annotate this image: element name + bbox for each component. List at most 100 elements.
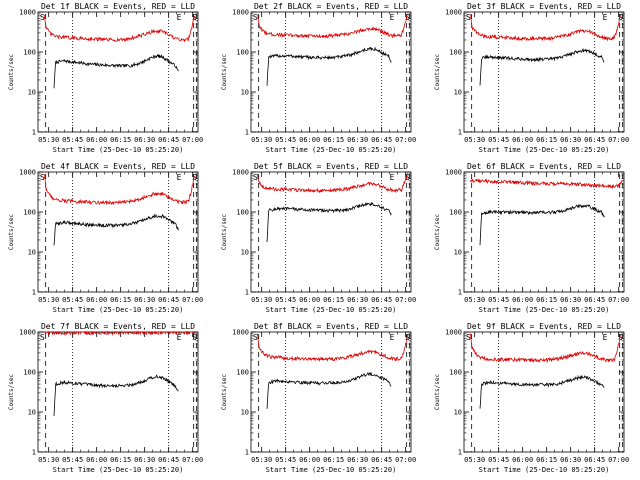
- y-tick-label: 10: [454, 409, 462, 417]
- lld-rate-line: [257, 13, 408, 39]
- events-rate-line: [53, 374, 179, 417]
- panel-title: Det 6f BLACK = Events, RED = LLD: [467, 162, 621, 171]
- events-rate-line: [479, 204, 605, 246]
- plot-frame: [250, 11, 412, 133]
- y-tick-label: 1: [458, 129, 462, 137]
- saa-marker-label: S: [253, 173, 258, 182]
- detector-panel: Det 6f BLACK = Events, RED = LLD Counts/s…: [434, 162, 629, 314]
- panel-title: Det 9f BLACK = Events, RED = LLD: [467, 322, 621, 331]
- x-axis-label: Start Time (25-Dec-10 05:25:20): [266, 306, 397, 314]
- y-tick-label: 1000: [232, 329, 249, 337]
- x-tick-label: 06:00: [86, 296, 107, 304]
- x-tick-label: 05:30: [38, 456, 59, 464]
- x-axis-label: Start Time (25-Dec-10 05:25:20): [479, 306, 610, 314]
- x-tick-label: 05:45: [62, 296, 83, 304]
- x-tick-label: 07:00: [182, 456, 203, 464]
- y-tick-label: 1: [458, 449, 462, 457]
- x-tick-label: 06:00: [299, 456, 320, 464]
- x-tick-label: 05:30: [38, 136, 59, 144]
- panel-title: Det 8f BLACK = Events, RED = LLD: [254, 322, 408, 331]
- x-tick-label: 06:30: [347, 136, 368, 144]
- plot-frame: [463, 171, 625, 293]
- y-tick-label: 100: [23, 209, 36, 217]
- x-tick-label: 05:30: [251, 136, 272, 144]
- y-tick-label: 1: [245, 449, 249, 457]
- y-axis-label: Counts/sec: [434, 214, 441, 251]
- y-tick-label: 1000: [19, 169, 36, 177]
- y-tick-label: 10: [241, 89, 249, 97]
- x-tick-label: 06:15: [536, 136, 557, 144]
- y-tick-label: 1: [32, 289, 36, 297]
- y-tick-label: 10: [241, 249, 249, 257]
- x-tick-label: 07:00: [182, 296, 203, 304]
- y-tick-label: 10: [454, 89, 462, 97]
- y-tick-label: 10: [28, 409, 36, 417]
- saa-marker-label: S: [40, 333, 45, 342]
- plot-frame: [463, 11, 625, 133]
- x-tick-label: 06:45: [584, 296, 605, 304]
- x-tick-label: 07:00: [395, 456, 416, 464]
- y-tick-label: 100: [23, 49, 36, 57]
- panel-title: Det 1f BLACK = Events, RED = LLD: [41, 2, 195, 11]
- x-tick-label: 05:45: [62, 456, 83, 464]
- y-tick-label: 100: [449, 209, 462, 217]
- x-tick-label: 06:00: [86, 136, 107, 144]
- y-axis-label: Counts/sec: [221, 54, 228, 91]
- saa-marker-label: S: [466, 13, 471, 22]
- x-tick-label: 06:15: [536, 456, 557, 464]
- saa-marker-label: S: [40, 173, 45, 182]
- y-tick-label: 100: [449, 369, 462, 377]
- y-tick-label: 100: [236, 209, 249, 217]
- y-tick-label: 1: [32, 449, 36, 457]
- saa-marker-label: E: [177, 173, 182, 182]
- detector-panel: Det 2f BLACK = Events, RED = LLD Counts/s…: [221, 2, 416, 154]
- plot-frame: [463, 331, 625, 453]
- x-tick-label: 05:30: [464, 136, 485, 144]
- y-tick-label: 1: [458, 289, 462, 297]
- events-rate-line: [266, 46, 392, 86]
- x-tick-label: 05:30: [464, 456, 485, 464]
- y-tick-label: 1000: [232, 169, 249, 177]
- x-tick-label: 06:15: [110, 136, 131, 144]
- lld-rate-line: [470, 333, 621, 364]
- x-axis-label: Start Time (25-Dec-10 05:25:20): [53, 306, 184, 314]
- panel-title: Det 2f BLACK = Events, RED = LLD: [254, 2, 408, 11]
- x-tick-label: 05:45: [275, 456, 296, 464]
- saa-marker-label: E: [603, 333, 608, 342]
- plot-frame: [250, 331, 412, 453]
- x-tick-label: 06:30: [560, 136, 581, 144]
- plot-frame: [37, 331, 199, 453]
- saa-marker-label: E: [177, 333, 182, 342]
- saa-marker-label: S: [253, 333, 258, 342]
- x-axis-label: Start Time (25-Dec-10 05:25:20): [479, 466, 610, 474]
- detector-panel: Det 9f BLACK = Events, RED = LLD Counts/s…: [434, 322, 629, 474]
- x-tick-label: 05:45: [275, 136, 296, 144]
- x-tick-label: 06:00: [86, 456, 107, 464]
- saa-marker-label: S: [192, 333, 197, 342]
- detector-panel: Det 4f BLACK = Events, RED = LLD Counts/s…: [8, 162, 203, 314]
- saa-marker-label: E: [390, 333, 395, 342]
- x-tick-label: 06:15: [323, 456, 344, 464]
- x-tick-label: 06:45: [371, 136, 392, 144]
- lld-rate-line: [470, 178, 623, 189]
- x-tick-label: 06:15: [110, 456, 131, 464]
- x-tick-label: 06:45: [584, 136, 605, 144]
- x-tick-label: 06:00: [299, 296, 320, 304]
- lld-rate-line: [44, 174, 195, 206]
- events-rate-line: [479, 48, 605, 86]
- saa-marker-label: E: [390, 13, 395, 22]
- y-tick-label: 1: [32, 129, 36, 137]
- x-tick-label: 06:45: [158, 136, 179, 144]
- saa-marker-label: E: [390, 173, 395, 182]
- x-tick-label: 07:00: [608, 136, 629, 144]
- detector-panel: Det 5f BLACK = Events, RED = LLD Counts/s…: [221, 162, 416, 314]
- x-tick-label: 05:30: [251, 296, 272, 304]
- x-tick-label: 07:00: [395, 296, 416, 304]
- detector-panel: Det 7f BLACK = Events, RED = LLD Counts/s…: [8, 322, 203, 474]
- y-tick-label: 100: [236, 369, 249, 377]
- lld-rate-line: [257, 333, 408, 362]
- y-tick-label: 10: [241, 409, 249, 417]
- lld-rate-line: [257, 173, 408, 194]
- plot-frame: [37, 171, 199, 293]
- x-tick-label: 05:45: [488, 456, 509, 464]
